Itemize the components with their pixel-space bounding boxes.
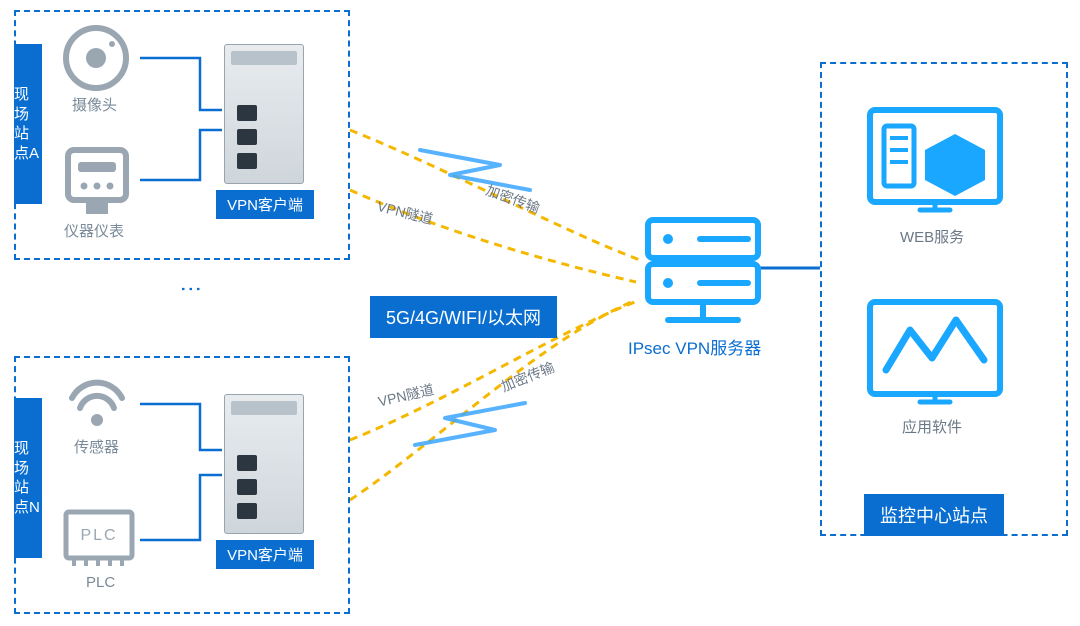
vpn-client-a-badge: VPN客户端 xyxy=(216,190,314,219)
server-label: IPsec VPN服务器 xyxy=(628,334,761,359)
server-icon xyxy=(648,220,758,320)
ellipsis-dots: ⋮ xyxy=(178,278,204,302)
encrypted-top: 加密传输 xyxy=(483,180,542,218)
sensor-label: 传感器 xyxy=(74,436,119,457)
vpn-tunnel-top: VPN隧道 xyxy=(375,196,435,229)
plc-label: PLC xyxy=(86,574,115,591)
web-label: WEB服务 xyxy=(900,226,964,247)
vpn-client-n-badge: VPN客户端 xyxy=(216,540,314,569)
network-badge: 5G/4G/WIFI/以太网 xyxy=(370,296,557,338)
router-device-n xyxy=(224,394,304,534)
monitoring-center-badge: 监控中心站点 xyxy=(864,494,1004,536)
meter-label: 仪器仪表 xyxy=(64,220,124,241)
vpn-tunnel-bottom: VPN隧道 xyxy=(376,379,436,411)
camera-label: 摄像头 xyxy=(72,94,117,115)
site-n-label: 现场站点N xyxy=(14,398,42,558)
monitoring-center-box xyxy=(820,62,1068,536)
app-label: 应用软件 xyxy=(902,416,962,437)
site-a-label: 现场站点A xyxy=(14,44,42,204)
router-device-a xyxy=(224,44,304,184)
encrypted-bottom: 加密传输 xyxy=(498,357,557,397)
